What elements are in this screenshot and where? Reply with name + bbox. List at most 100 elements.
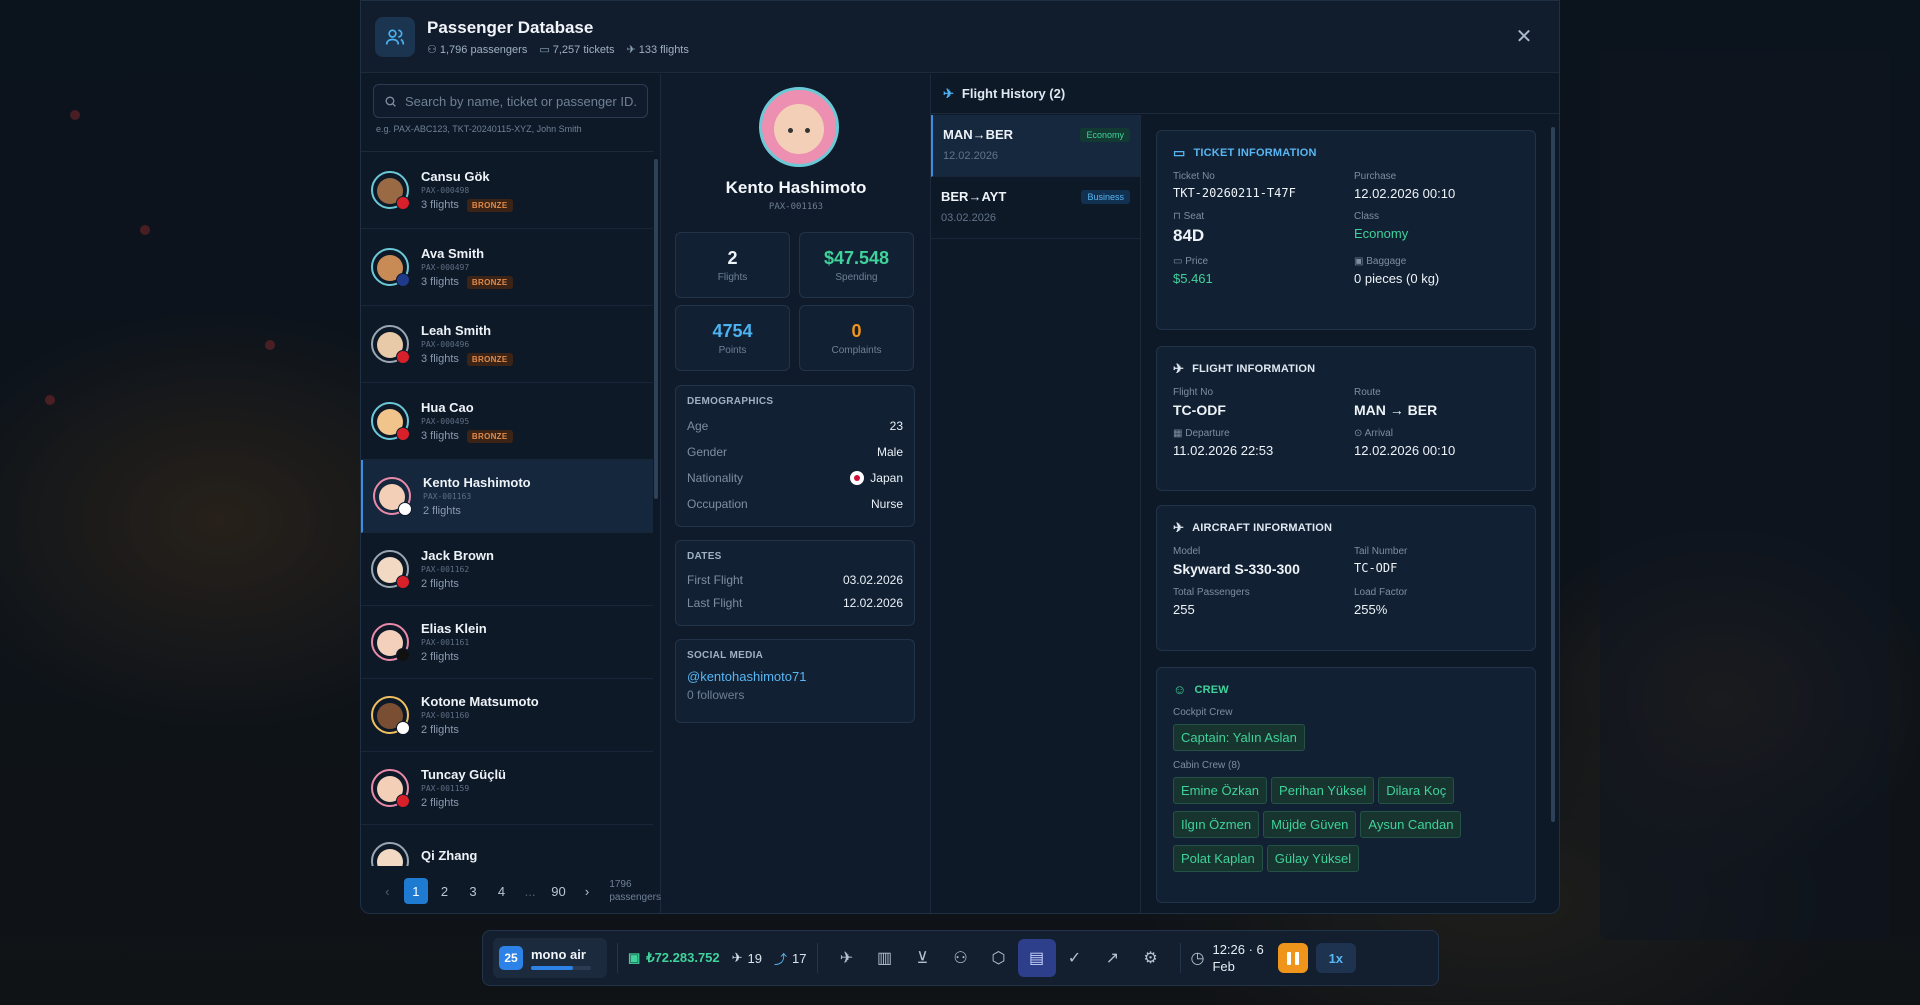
demographics-card: DEMOGRAPHICS Age 23 Gender Male Nationalit… <box>675 385 915 527</box>
box-icon[interactable]: ⬡ <box>991 950 1006 967</box>
uk-flag-icon <box>396 273 410 287</box>
map-marker <box>45 395 55 405</box>
class-badge: Economy <box>1080 128 1130 142</box>
total-passengers-value: 255 <box>1173 602 1195 617</box>
page-ellipsis: ... <box>524 883 536 899</box>
turkey-flag-icon <box>396 196 410 210</box>
passenger-list-item[interactable]: Kotone Matsumoto PAX-001160 2 flights <box>361 679 653 752</box>
stat-flights: 2 Flights <box>675 232 790 298</box>
ticket-no-label: Ticket No <box>1173 171 1215 182</box>
social-handle-link[interactable]: @kentohashimoto71 <box>687 669 807 684</box>
stat-spending: $47.548 Spending <box>799 232 914 298</box>
building-icon[interactable]: ▤ <box>1017 939 1056 977</box>
passenger-id: PAX-000496 <box>421 339 470 349</box>
close-icon[interactable]: ✕ <box>1515 25 1533 48</box>
load-factor-value: 255% <box>1354 602 1388 617</box>
prev-page-button[interactable]: ‹ <box>385 883 390 899</box>
crew-chip: Ilgın Özmen <box>1173 811 1260 838</box>
japan-flag-icon <box>850 471 865 486</box>
cart-icon[interactable]: ⊻ <box>916 950 929 967</box>
page-button-2[interactable]: 2 <box>440 883 449 899</box>
passenger-list-item[interactable]: Tuncay Güçlü PAX-001159 2 flights <box>361 752 653 825</box>
plane-icon: ✈ <box>626 43 636 56</box>
pause-button[interactable] <box>1277 943 1308 973</box>
takeoff-icon: ⤴ <box>774 951 788 967</box>
passenger-list-item[interactable]: Leah Smith PAX-000496 3 flights BRONZE <box>361 306 653 383</box>
avatar <box>371 171 410 210</box>
passenger-id: PAX-000495 <box>421 416 470 426</box>
stat-value: $47.548 <box>823 248 890 268</box>
next-page-button[interactable]: › <box>584 883 590 899</box>
flight-history-item[interactable]: MAN→BER 12.02.2026 Economy <box>931 115 1140 177</box>
passenger-list-item[interactable]: Cansu Gök PAX-000498 3 flights BRONZE <box>361 152 653 229</box>
trend-icon[interactable]: ↗ <box>1105 950 1120 967</box>
crew-chip: Perihan Yüksel <box>1271 777 1375 804</box>
airline-name: mono air <box>531 946 586 962</box>
flights-count: 133 flights <box>638 43 689 56</box>
flight-information-card: ✈ FLIGHT INFORMATION Flight No TC-ODF Rout… <box>1156 346 1536 491</box>
route-label: Route <box>1354 387 1381 398</box>
passenger-flight-count: 3 flights <box>421 430 459 442</box>
page-button-3[interactable]: 3 <box>469 883 477 899</box>
planes-count: ✈ 19 <box>732 950 762 966</box>
passenger-list-item[interactable]: Hua Cao PAX-000495 3 flights BRONZE <box>361 383 653 460</box>
passenger-flight-count: 2 flights <box>421 797 459 809</box>
passenger-list-item[interactable]: Kento Hashimoto PAX-001163 2 flights <box>361 460 653 533</box>
stat-label: Flights <box>717 272 748 283</box>
passenger-name: Kotone Matsumoto <box>421 694 539 709</box>
flight-route: MAN→BER <box>943 127 1014 142</box>
users-icon: ⚇ <box>427 43 437 56</box>
ticket-icon: ▭ <box>1173 145 1186 160</box>
tier-badge: BRONZE <box>466 352 513 366</box>
map-marker <box>70 110 80 120</box>
passenger-flight-count: 2 flights <box>421 651 459 663</box>
stat-label: Spending <box>835 272 878 283</box>
flight-history-panel: ✈ Flight History (2) MAN→BER 12.02.2026 … <box>931 74 1559 913</box>
passenger-database-modal: Passenger Database ⚇ 1,796 passengers ▭ 7,… <box>360 0 1560 914</box>
location-icon: ⊙ <box>1354 428 1365 439</box>
crew-chip: Müjde Güven <box>1263 811 1357 838</box>
avatar <box>371 550 410 589</box>
avatar <box>371 696 410 735</box>
passenger-list-item[interactable]: Qi Zhang PAX-001158 <box>361 825 653 866</box>
passenger-list-item[interactable]: Elias Klein PAX-001161 2 flights <box>361 606 653 679</box>
passenger-list-item[interactable]: Ava Smith PAX-000497 3 flights BRONZE <box>361 229 653 306</box>
crew-chip: Dilara Koç <box>1378 777 1455 804</box>
scrollbar[interactable] <box>653 151 659 866</box>
check-icon[interactable]: ✓ <box>1067 950 1082 967</box>
speed-button[interactable]: 1x <box>1315 943 1356 973</box>
page-button-4[interactable]: 4 <box>497 883 506 899</box>
japan-flag-icon <box>398 502 412 516</box>
search-input[interactable] <box>405 93 637 109</box>
scrollbar[interactable] <box>1550 117 1556 822</box>
seat-icon: ⊓ <box>1173 211 1184 222</box>
avatar <box>371 402 410 441</box>
passenger-list-item[interactable]: Jack Brown PAX-001162 2 flights <box>361 533 653 606</box>
passenger-id: PAX-001162 <box>421 565 470 574</box>
page-button-1[interactable]: 1 <box>403 878 429 904</box>
total-passengers-label: Total Passengers <box>1173 587 1250 598</box>
followers-count: 0 followers <box>687 688 745 702</box>
first-flight-value: 03.02.2026 <box>842 572 903 587</box>
passenger-flight-count: 2 flights <box>423 505 461 517</box>
card-title: TICKET INFORMATION <box>1193 147 1317 159</box>
arrival-label: Arrival <box>1364 428 1393 439</box>
map-icon[interactable]: ▥ <box>876 950 893 967</box>
purchase-label: Purchase <box>1354 171 1397 182</box>
airline-badge[interactable]: 25 mono air <box>493 938 607 978</box>
page-button-90[interactable]: 90 <box>551 883 566 899</box>
tail-number-label: Tail Number <box>1354 546 1408 557</box>
passenger-id: PAX-000497 <box>421 262 470 272</box>
plane-icon[interactable]: ✈ <box>839 950 854 967</box>
avatar <box>371 248 410 287</box>
gear-icon[interactable]: ⚙ <box>1143 950 1158 967</box>
flight-history-item[interactable]: BER→AYT 03.02.2026 Business <box>931 177 1140 239</box>
crew-chip: Gülay Yüksel <box>1266 845 1360 872</box>
avatar <box>373 477 412 516</box>
clock-date: Feb <box>1212 959 1235 974</box>
passenger-name: Tuncay Güçlü <box>421 767 506 782</box>
crew-chip: Aysun Candan <box>1360 811 1462 838</box>
profile-avatar <box>759 87 839 167</box>
price-value: $5.461 <box>1173 271 1213 286</box>
users-icon[interactable]: ⚇ <box>953 950 968 967</box>
